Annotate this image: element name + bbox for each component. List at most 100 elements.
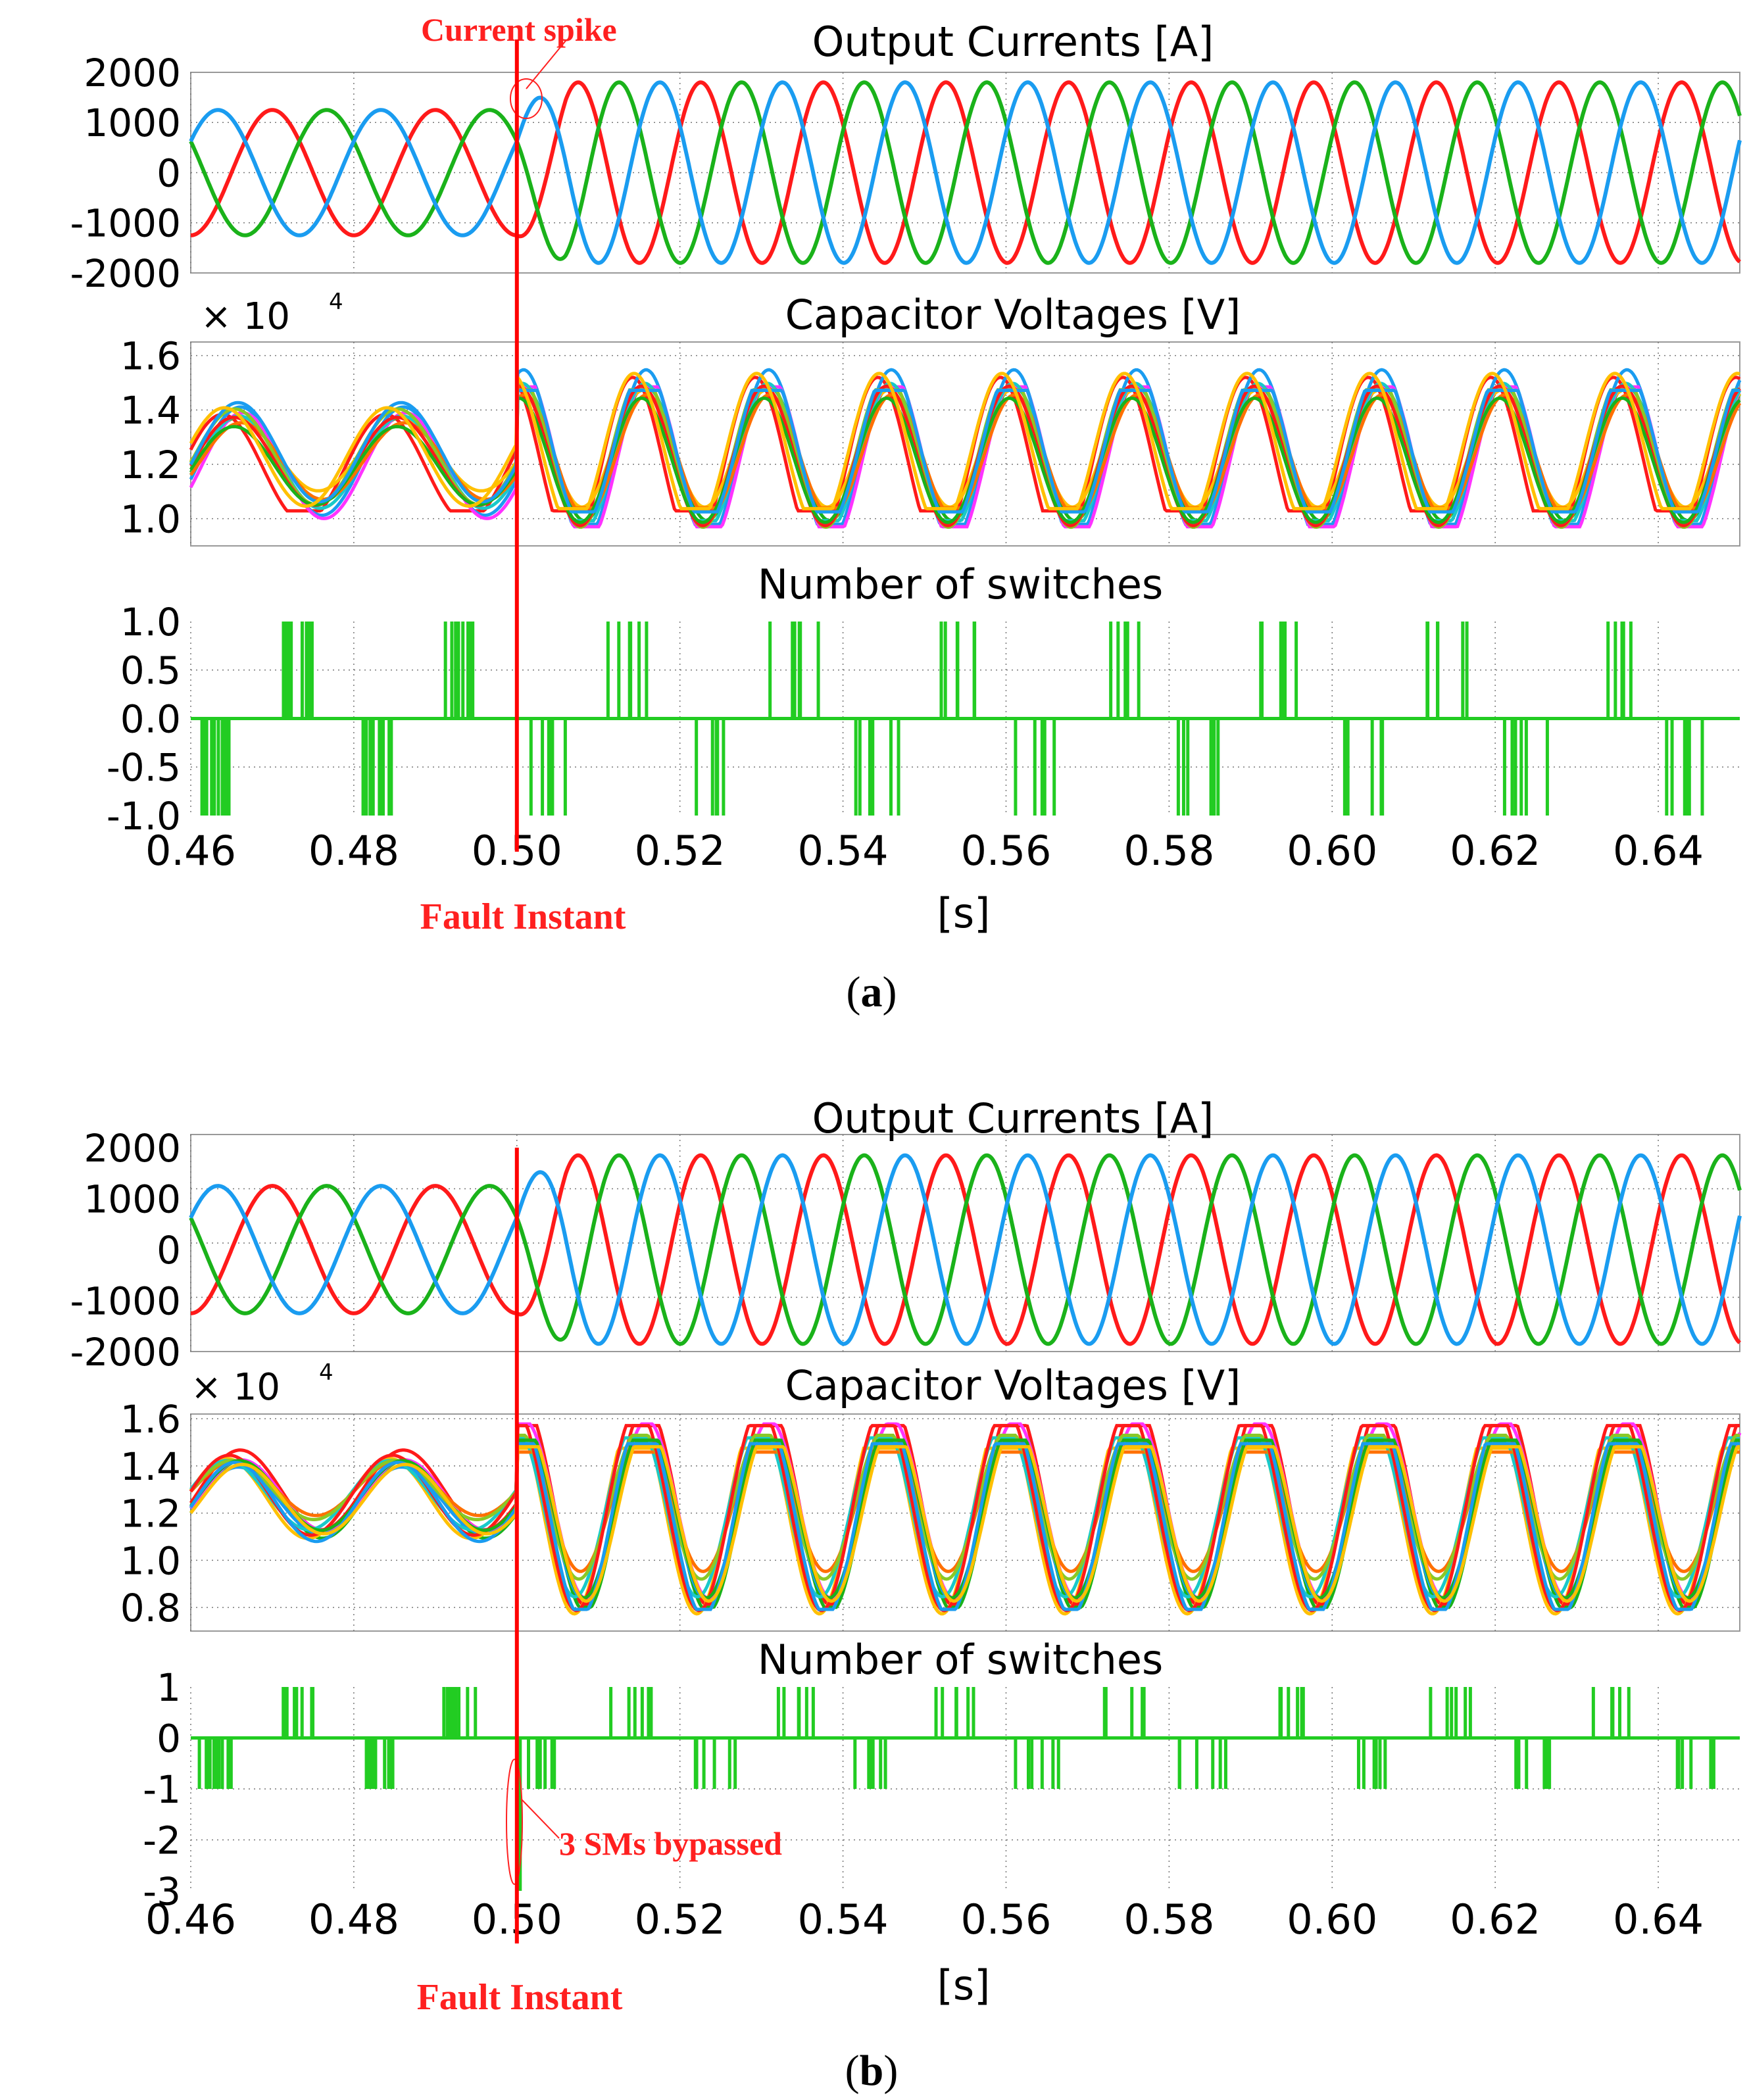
panel-a-capacitor-yticks: 1.6 1.4 1.2 1.0	[120, 334, 181, 542]
y-tick-label-0: 1.0	[120, 600, 181, 645]
panel-b-currents-grid	[190, 1135, 1740, 1352]
panel-b-capacitor-scale: × 10	[191, 1366, 280, 1409]
panel-b-bypass-leader	[520, 1798, 560, 1839]
x-tick-label-7: 0.60	[1287, 1895, 1377, 1943]
y-tick-label-1: 1.4	[120, 388, 181, 433]
panel-b-capacitor-traces	[189, 1422, 1742, 1616]
y-tick-label-4: -1.0	[107, 794, 181, 839]
panel-b-capacitor-yticks: 1.61.41.21.00.8	[120, 1397, 181, 1630]
x-tick-label-3: 0.52	[635, 827, 726, 875]
panel-a: Output Currents [A] 200010000-1000-2000 …	[70, 11, 1742, 1016]
panel-b-caption: (b)	[845, 2047, 899, 2095]
panel-a-capacitor-frame	[190, 341, 1740, 547]
panel-b-capacitor-frame	[190, 1413, 1740, 1632]
panel-a-switches-plot: Number of switches 1.00.50.0-0.5-1.0	[107, 560, 1740, 839]
capacitor-voltage-series-12	[189, 1445, 1740, 1603]
panel-a-switches-yticks: 1.00.50.0-0.5-1.0	[107, 600, 181, 839]
x-tick-label-4: 0.54	[798, 827, 889, 875]
y-tick-label-2: 0	[157, 151, 181, 195]
panel-a-fault-label: Fault Instant	[420, 896, 626, 937]
capacitor-voltage-series-11	[189, 1442, 1740, 1611]
panel-a-capacitor-scale: × 10	[201, 295, 290, 338]
panel-b-bypass-annotation: 3 SMs bypassed	[559, 1825, 782, 1862]
panel-a-currents-traces	[189, 80, 1742, 265]
panel-b-currents-traces	[189, 1153, 1742, 1346]
y-tick-label-2: 1.2	[120, 1492, 181, 1536]
y-tick-label-4: -3	[143, 1869, 181, 1914]
panel-a-currents-yticks: 2000 1000 0 -1000 -2000	[70, 51, 181, 296]
y-tick-label-1: 1000	[84, 101, 181, 145]
y-tick-label-0: 2000	[84, 51, 181, 95]
panel-b-currents-yticks: 2000 1000 0 -1000 -2000	[70, 1126, 181, 1375]
panel-a-current-spike-circle	[510, 78, 543, 119]
current-series-phase-a	[190, 1153, 1741, 1346]
panel-a-x-label: [s]	[937, 889, 991, 937]
panel-a-capacitor-scale-exponent: 4	[329, 289, 343, 315]
y-tick-label-2: 1.2	[120, 443, 181, 487]
panel-b-switches-yticks: 1 0 -1 -2 -3	[143, 1665, 181, 1914]
y-tick-label-2: 0	[157, 1228, 181, 1273]
y-tick-label-4: 0.8	[120, 1586, 181, 1630]
panel-a-xticks: 0.46 0.48 0.50 0.52 0.54 0.56 0.58 0.60 0.62 0.64	[145, 827, 1704, 875]
y-tick-label-0: 1.6	[120, 1397, 181, 1442]
x-tick-label-4: 0.54	[798, 1895, 889, 1943]
panel-b-switches-plot: Number of switches 1 0 -1 -2 -3 3 SMs bypass…	[143, 1636, 1740, 1914]
capacitor-voltage-series-12	[189, 372, 1740, 510]
y-tick-label-1: 0.5	[120, 648, 181, 693]
panel-a-current-spike-annotation: Current spike	[421, 11, 617, 48]
current-series-phase-b	[189, 1153, 1742, 1346]
panel-b-capacitor-title: Capacitor Voltages [V]	[785, 1361, 1241, 1409]
panel-b-xticks: 0.46 0.48 0.50 0.52 0.54 0.56 0.58 0.60 0.62 0.64	[145, 1895, 1704, 1943]
x-tick-label-7: 0.60	[1287, 827, 1377, 875]
panel-b-capacitor-scale-exponent: 4	[319, 1359, 333, 1386]
panel-a-caption: (a)	[847, 968, 897, 1016]
panel-b-switches-traces	[191, 1687, 1740, 1891]
panel-b: Output Currents [A] 200010000-1000-2000 …	[70, 1094, 1742, 2095]
x-tick-label-0: 0.46	[145, 827, 236, 875]
x-tick-label-9: 0.64	[1613, 827, 1704, 875]
panel-b-fault-label: Fault Instant	[417, 1977, 623, 2018]
x-tick-label-3: 0.52	[635, 1895, 726, 1943]
panel-b-currents-title: Output Currents [A]	[812, 1094, 1214, 1142]
x-tick-label-8: 0.62	[1450, 1895, 1540, 1943]
y-tick-label-1: 1.4	[120, 1444, 181, 1489]
panel-a-capacitor-traces	[189, 368, 1742, 529]
y-tick-label-2: 0.0	[120, 696, 181, 741]
panel-b-bypass-circle	[506, 1759, 523, 1885]
x-tick-label-6: 0.58	[1123, 827, 1214, 875]
y-tick-label-3: -2	[143, 1818, 181, 1863]
x-tick-label-0: 0.46	[145, 1895, 236, 1943]
capacitor-voltage-series-10	[189, 396, 1741, 524]
panel-a-currents-title: Output Currents [A]	[812, 18, 1214, 66]
y-tick-label-1: 0	[157, 1716, 181, 1761]
y-tick-label-4: -2000	[70, 1330, 181, 1375]
y-tick-label-3: -1000	[70, 201, 181, 246]
panel-a-switches-title: Number of switches	[758, 560, 1164, 608]
panel-b-currents-plot: Output Currents [A] 2000 1000 0 -1000 -2000	[70, 1094, 1742, 1375]
current-series-phase-a	[190, 80, 1741, 265]
y-tick-label-0: 1.6	[120, 334, 181, 379]
panel-a-capacitor-title: Capacitor Voltages [V]	[785, 291, 1241, 339]
panel-a-capacitor-plot: Capacitor Voltages [V] × 10 4 1.61.41.21…	[120, 289, 1742, 547]
y-tick-label-1: 1000	[84, 1177, 181, 1221]
x-tick-label-9: 0.64	[1613, 1895, 1704, 1943]
x-tick-label-1: 0.48	[308, 827, 399, 875]
y-tick-label-4: -2000	[70, 251, 181, 296]
x-tick-label-8: 0.62	[1450, 827, 1540, 875]
x-tick-label-5: 0.56	[960, 827, 1051, 875]
current-series-phase-c	[189, 80, 1742, 265]
y-tick-label-0: 1	[157, 1665, 181, 1710]
x-tick-label-6: 0.58	[1123, 1895, 1214, 1943]
current-series-phase-c	[189, 1153, 1742, 1346]
panel-b-x-label: [s]	[937, 1961, 991, 2009]
panel-b-switches-title: Number of switches	[758, 1636, 1164, 1684]
panel-a-switches-traces	[191, 622, 1740, 816]
y-tick-label-3: -0.5	[107, 745, 181, 790]
y-tick-label-3: 1.0	[120, 1538, 181, 1583]
x-tick-label-1: 0.48	[308, 1895, 399, 1943]
current-series-phase-b	[189, 80, 1742, 265]
y-tick-label-3: 1.0	[120, 497, 181, 542]
y-tick-label-3: -1000	[70, 1279, 181, 1323]
capacitor-voltage-series-11	[189, 389, 1740, 514]
